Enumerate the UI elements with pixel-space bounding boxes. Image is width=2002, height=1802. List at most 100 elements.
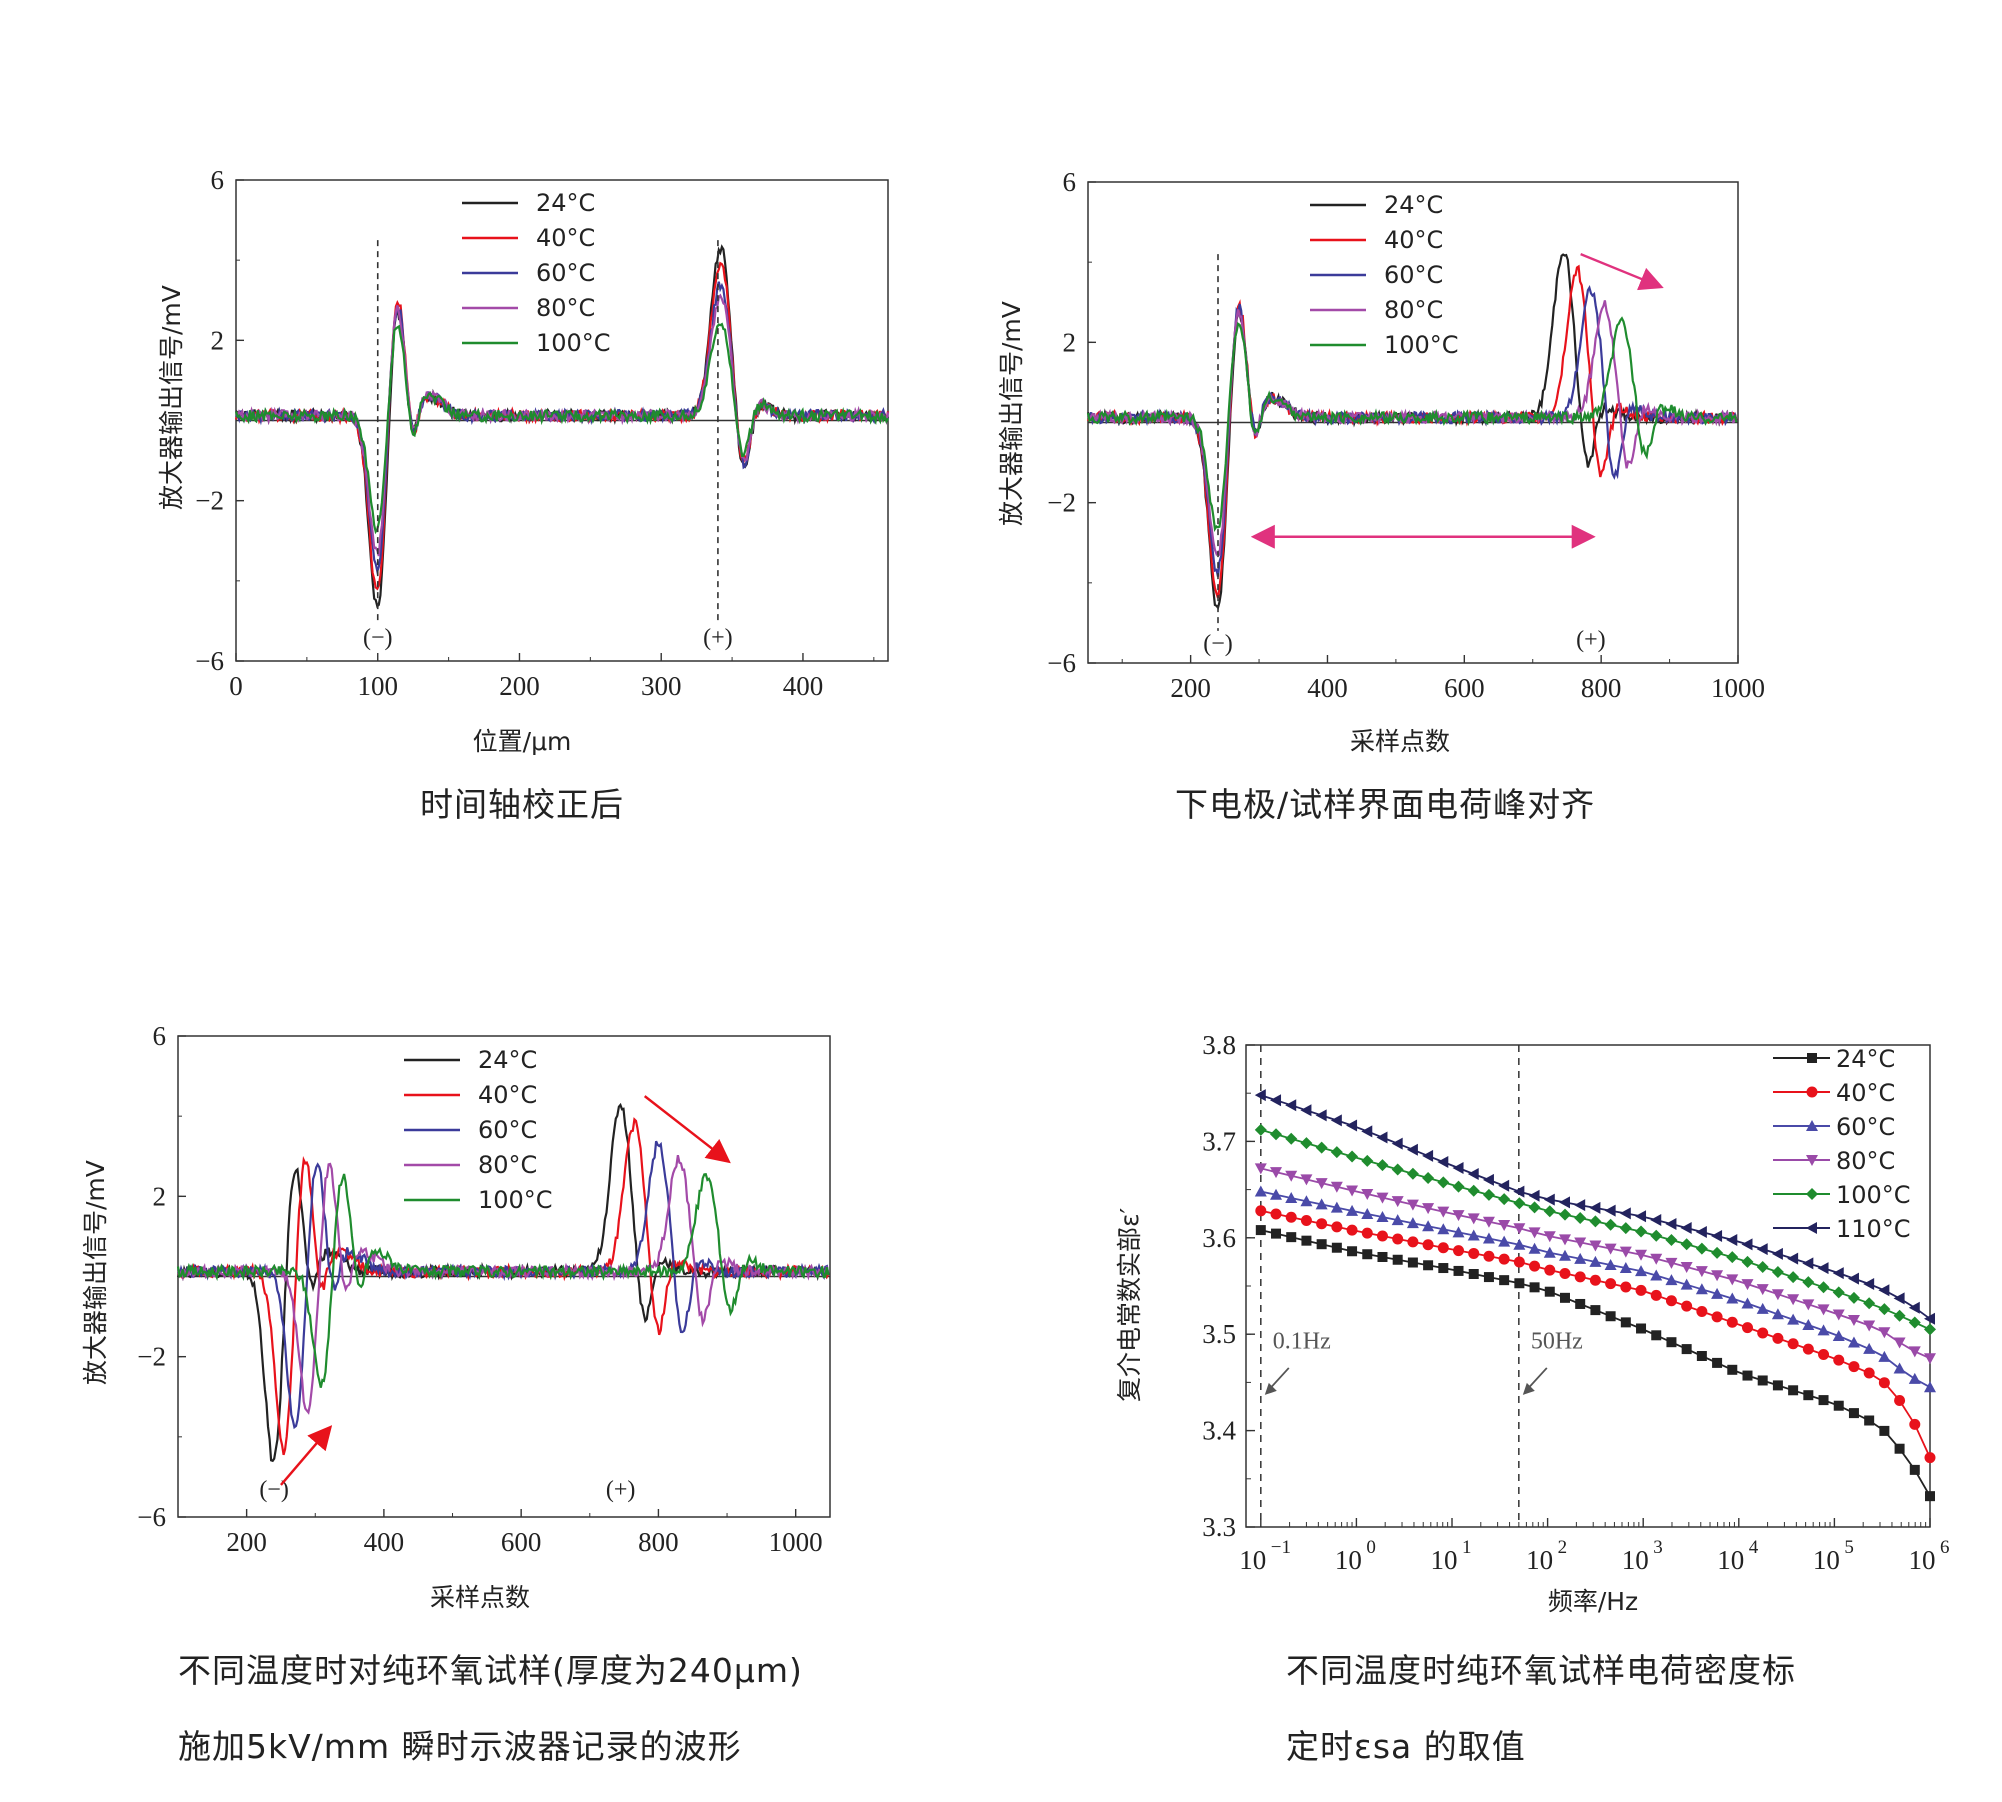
data-point <box>1589 1201 1601 1214</box>
data-point <box>1832 1309 1845 1321</box>
caption-calibrated: 时间轴校正后 <box>420 785 624 824</box>
data-point <box>1847 1336 1860 1348</box>
data-point <box>1742 1370 1753 1381</box>
data-point <box>1330 1114 1342 1127</box>
data-point <box>1635 1210 1647 1223</box>
data-point <box>1514 1278 1525 1289</box>
data-point <box>1376 1230 1388 1242</box>
data-point <box>1727 1364 1738 1375</box>
data-point <box>1437 1242 1449 1254</box>
data-point <box>1406 1217 1419 1229</box>
legend-label: 24°C <box>536 189 595 217</box>
data-point <box>1893 1292 1905 1305</box>
x-tick-exponent: 0 <box>1366 1537 1376 1558</box>
data-point <box>1255 1205 1267 1217</box>
data-point <box>1787 1338 1799 1350</box>
x-tick-exponent: −1 <box>1271 1537 1291 1558</box>
data-point <box>1635 1249 1648 1261</box>
data-point <box>1757 1375 1768 1386</box>
legend-label: 24°C <box>1384 191 1443 219</box>
data-point <box>1619 1262 1632 1274</box>
data-point <box>1605 1311 1616 1322</box>
data-point <box>1376 1192 1389 1204</box>
data-point <box>1361 1227 1373 1239</box>
data-point <box>1422 1220 1435 1232</box>
data-point <box>1619 1222 1632 1235</box>
peak-annotation: (+) <box>703 625 733 651</box>
data-point <box>1499 1275 1510 1286</box>
data-point <box>1696 1350 1707 1361</box>
caption-permittivity-line2: 定时εsa 的取值 <box>1286 1727 1526 1766</box>
legend-label: 80°C <box>1836 1147 1895 1175</box>
data-point <box>1863 1367 1875 1379</box>
data-point <box>1285 1191 1298 1203</box>
x-tick-label: 200 <box>499 671 540 701</box>
data-point <box>1422 1239 1434 1251</box>
data-point <box>1711 1287 1724 1299</box>
data-point <box>1255 1225 1266 1236</box>
data-point <box>1285 1099 1297 1112</box>
data-point <box>1300 1174 1313 1186</box>
data-point <box>1924 1381 1936 1393</box>
x-tick-exponent: 5 <box>1844 1537 1854 1558</box>
trend-arrow <box>643 1095 731 1164</box>
legend-label: 24°C <box>478 1046 537 1074</box>
data-point <box>1392 1254 1403 1265</box>
data-point <box>1635 1284 1647 1296</box>
data-point <box>1468 1247 1480 1259</box>
x-tick-label: 10 <box>1717 1545 1744 1575</box>
x-tick-exponent: 4 <box>1749 1537 1759 1558</box>
legend-label: 40°C <box>1384 226 1443 254</box>
legend-label: 100°C <box>1384 331 1459 359</box>
data-point <box>1270 1188 1283 1200</box>
data-point <box>1438 1263 1449 1274</box>
data-point <box>1847 1272 1859 1285</box>
data-point <box>1391 1137 1403 1150</box>
data-point <box>1558 1196 1570 1209</box>
legend-label: 100°C <box>478 1186 553 1214</box>
data-point <box>1407 1257 1418 1268</box>
data-point <box>1604 1258 1617 1270</box>
data-point <box>1756 1284 1769 1296</box>
data-point <box>1818 1395 1829 1406</box>
data-point <box>1924 1353 1936 1365</box>
data-point <box>1863 1278 1875 1291</box>
data-point <box>1908 1346 1921 1358</box>
data-point <box>1741 1238 1753 1251</box>
y-tick-label: 2 <box>153 1181 167 1211</box>
chart-panel-aligned: 6 2 −2 −6 200 400 600 800 1000 24°C 40°C 60°C 80°C 10… <box>0 0 2002 840</box>
data-point <box>1787 1313 1800 1325</box>
data-point <box>1452 1210 1465 1222</box>
data-point <box>1924 1452 1936 1464</box>
data-point <box>1604 1243 1617 1255</box>
data-point <box>1620 1317 1631 1328</box>
y-tick-label: −6 <box>195 646 224 676</box>
data-point <box>1391 1196 1404 1208</box>
legend-label: 80°C <box>536 294 595 322</box>
data-point <box>1908 1301 1920 1314</box>
data-point <box>1802 1257 1814 1270</box>
data-point <box>1772 1332 1784 1344</box>
data-point <box>1543 1205 1556 1218</box>
data-point <box>1437 1206 1450 1218</box>
data-point <box>1741 1297 1754 1309</box>
data-point <box>1847 1291 1860 1304</box>
data-point <box>1453 1265 1464 1276</box>
data-point <box>1331 1221 1343 1233</box>
data-point <box>1635 1225 1648 1238</box>
chart-panel-raw: 6 2 −2 −6 200 400 600 800 1000 24°C 40°C 60°C 80°C 10… <box>0 0 960 1802</box>
data-point <box>1543 1193 1555 1206</box>
x-tick-label: 400 <box>1307 673 1348 703</box>
data-point <box>1300 1195 1313 1207</box>
frequency-annotation: 0.1Hz <box>1273 1329 1331 1355</box>
data-point <box>1863 1342 1876 1354</box>
x-tick-label: 10 <box>1813 1545 1840 1575</box>
data-point <box>1558 1249 1571 1261</box>
data-point <box>1406 1167 1419 1180</box>
x-tick-label: 10 <box>1431 1545 1458 1575</box>
data-point <box>1528 1227 1541 1239</box>
data-point <box>1787 1252 1799 1265</box>
data-point <box>1909 1418 1921 1430</box>
x-tick-label: 1000 <box>769 1527 823 1557</box>
